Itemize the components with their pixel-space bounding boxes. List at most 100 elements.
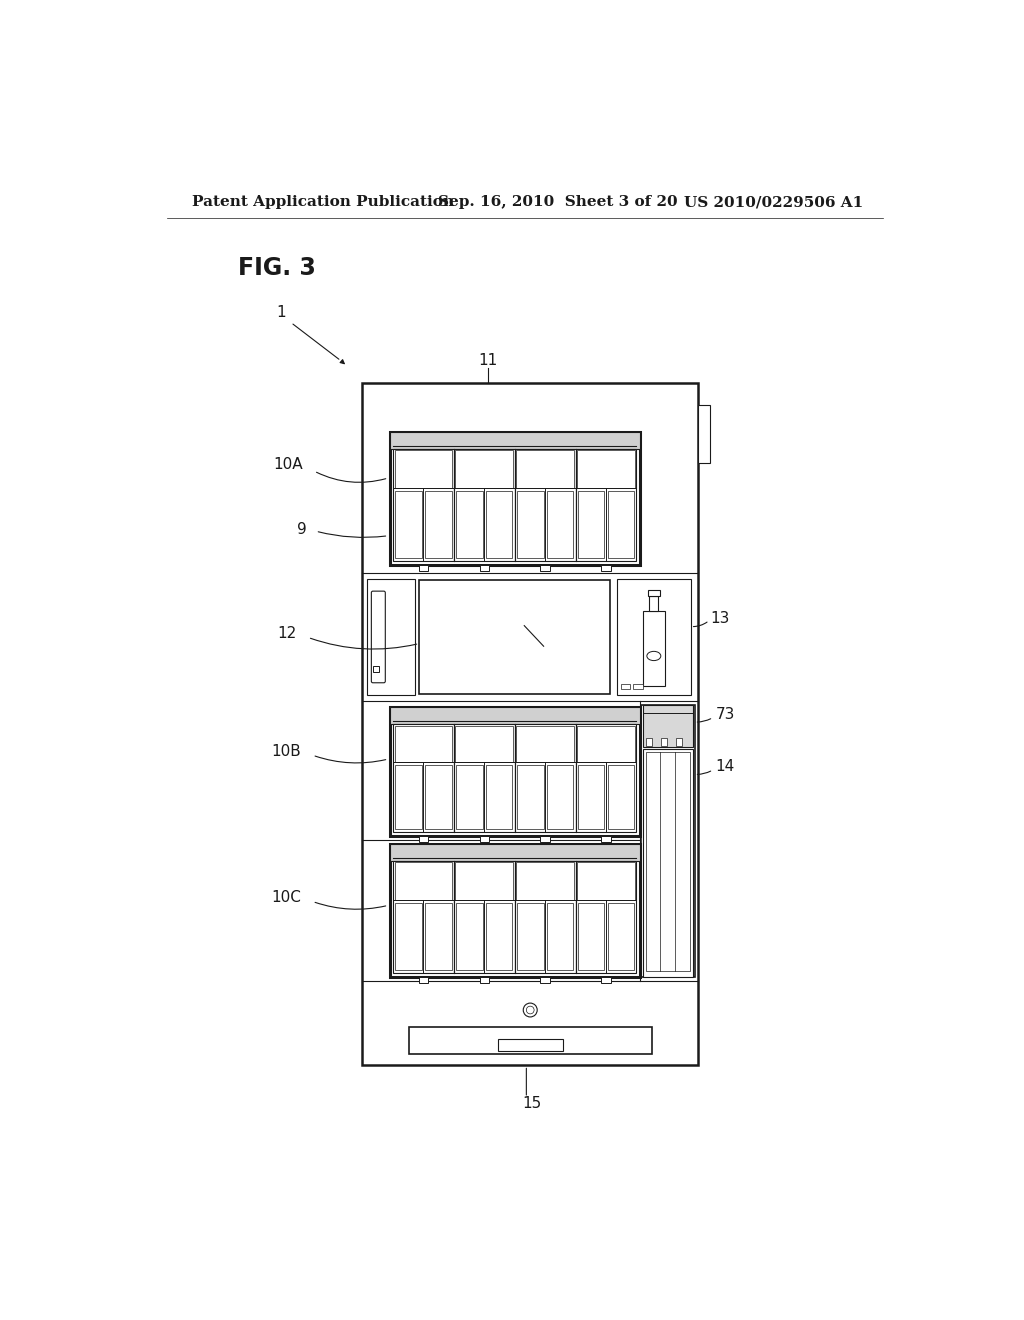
Bar (485, 903, 512, 970)
Bar (516, 862, 574, 900)
Bar (575, 725, 636, 832)
Bar (646, 752, 690, 970)
Text: Patent Application Publication: Patent Application Publication (191, 195, 454, 210)
Bar (633, 684, 643, 689)
Bar (578, 450, 635, 488)
Bar (409, 1027, 652, 1053)
Bar (698, 405, 710, 462)
Bar (578, 862, 635, 900)
Bar (517, 491, 544, 558)
Text: 10C: 10C (271, 890, 301, 906)
Bar (601, 565, 610, 572)
Bar (547, 766, 573, 829)
Bar (419, 977, 428, 983)
Bar (643, 705, 693, 747)
Text: US 2010/0229506 A1: US 2010/0229506 A1 (684, 195, 863, 210)
Bar (660, 738, 668, 746)
Bar (395, 491, 422, 558)
Bar (578, 726, 635, 762)
Bar (485, 491, 512, 558)
Bar (647, 590, 660, 595)
FancyBboxPatch shape (372, 591, 385, 682)
Circle shape (526, 1006, 535, 1014)
Bar (419, 565, 428, 572)
Bar (601, 836, 610, 842)
Bar (607, 903, 634, 970)
Bar (425, 491, 452, 558)
Bar (621, 684, 630, 689)
Bar (575, 861, 636, 973)
Bar (393, 725, 454, 832)
Bar (393, 861, 454, 973)
Text: 9: 9 (297, 521, 307, 537)
Bar (578, 491, 604, 558)
Bar (454, 861, 515, 973)
Bar (643, 611, 665, 686)
Bar (578, 903, 604, 970)
Bar (516, 450, 574, 488)
Text: 12: 12 (278, 626, 297, 642)
Bar (479, 565, 488, 572)
Bar (390, 708, 640, 725)
Bar (454, 725, 515, 832)
Bar (485, 766, 512, 829)
Bar (578, 766, 604, 829)
Bar (601, 977, 610, 983)
Bar (457, 491, 482, 558)
Text: FIG. 3: FIG. 3 (238, 256, 316, 280)
Bar (643, 748, 693, 977)
Bar (394, 450, 453, 488)
Bar (390, 708, 640, 836)
Bar (676, 738, 682, 746)
Bar (515, 861, 575, 973)
Bar (515, 449, 575, 561)
Text: 10A: 10A (273, 457, 303, 473)
Bar (479, 836, 488, 842)
Bar (607, 491, 634, 558)
Bar (517, 903, 544, 970)
Bar (617, 579, 690, 696)
Text: 1: 1 (276, 305, 287, 319)
Bar (456, 726, 513, 762)
Bar (390, 843, 640, 861)
Bar (362, 383, 698, 1065)
Bar (393, 449, 454, 561)
Bar (541, 836, 550, 842)
Text: 11: 11 (478, 352, 498, 368)
Bar (457, 766, 482, 829)
Bar (516, 726, 574, 762)
Bar (649, 595, 658, 611)
Bar (515, 725, 575, 832)
Text: 13: 13 (711, 611, 730, 626)
Bar (394, 726, 453, 762)
Bar (454, 449, 515, 561)
Text: 73: 73 (716, 706, 735, 722)
Text: 14: 14 (716, 759, 734, 775)
Bar (373, 665, 379, 672)
Bar (390, 432, 640, 449)
Bar (425, 766, 452, 829)
Text: Sep. 16, 2010  Sheet 3 of 20: Sep. 16, 2010 Sheet 3 of 20 (438, 195, 678, 210)
Bar (367, 579, 415, 696)
Bar (394, 862, 453, 900)
Bar (547, 903, 573, 970)
Text: 10B: 10B (271, 743, 301, 759)
Bar (646, 738, 652, 746)
Bar (395, 766, 422, 829)
Ellipse shape (647, 651, 660, 660)
Bar (479, 977, 488, 983)
Bar (420, 581, 610, 693)
Bar (607, 766, 634, 829)
Bar (456, 450, 513, 488)
Circle shape (523, 1003, 538, 1016)
Bar (390, 432, 640, 565)
Bar (641, 705, 694, 977)
Bar (541, 977, 550, 983)
Bar (419, 836, 428, 842)
Bar (395, 903, 422, 970)
Bar (575, 449, 636, 561)
Bar (457, 903, 482, 970)
Bar (547, 491, 573, 558)
Bar (390, 843, 640, 977)
Bar (541, 565, 550, 572)
